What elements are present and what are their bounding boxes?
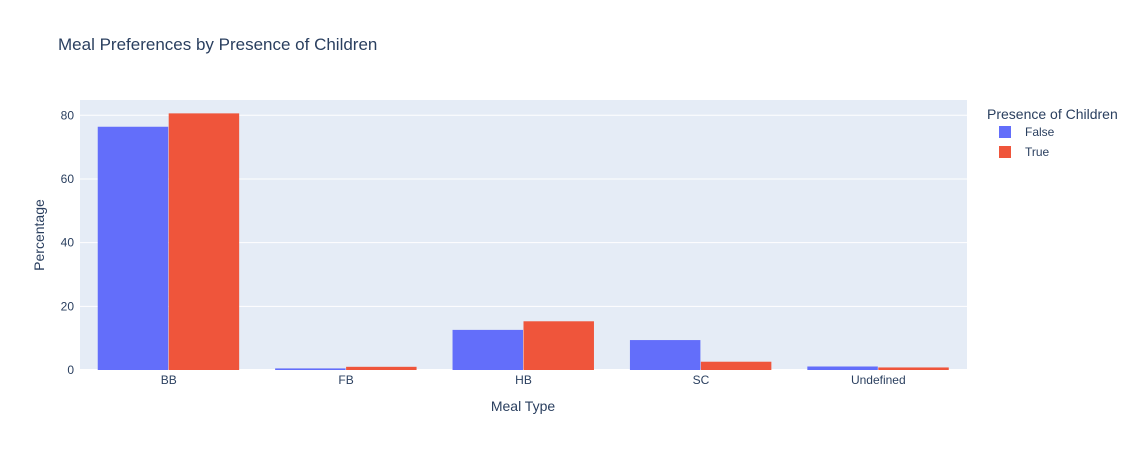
chart-title: Meal Preferences by Presence of Children: [58, 35, 377, 54]
y-tick-label: 60: [61, 172, 75, 186]
bar-undefined-true: [878, 367, 949, 370]
y-axis-title: Percentage: [31, 199, 47, 271]
x-axis-ticks: BB FB HB SC Undefined: [161, 373, 906, 387]
bar-fb-true: [346, 366, 417, 370]
y-tick-label: 40: [61, 236, 75, 250]
y-tick-label: 0: [67, 363, 74, 377]
bar-fb-false: [275, 368, 346, 370]
x-tick-label: HB: [515, 373, 532, 387]
x-tick-label: FB: [338, 373, 353, 387]
y-tick-label: 80: [61, 108, 75, 122]
legend: Presence of Children False True: [987, 106, 1118, 159]
bar-undefined-false: [807, 366, 878, 370]
y-tick-label: 20: [61, 299, 75, 313]
x-tick-label: Undefined: [851, 373, 906, 387]
bar-hb-false: [452, 329, 523, 370]
legend-label: True: [1025, 145, 1050, 159]
bar-sc-true: [700, 361, 772, 370]
y-axis-ticks: 0 20 40 60 80: [61, 108, 75, 377]
x-axis-title: Meal Type: [491, 398, 556, 414]
bar-hb-true: [523, 321, 594, 370]
legend-swatch: [999, 126, 1011, 138]
legend-item-true[interactable]: True: [999, 145, 1050, 159]
legend-label: False: [1025, 125, 1055, 139]
legend-title: Presence of Children: [987, 106, 1118, 122]
legend-item-false[interactable]: False: [999, 125, 1055, 139]
x-tick-label: SC: [693, 373, 710, 387]
bar-bb-false: [97, 126, 169, 370]
bars: [97, 113, 949, 370]
x-tick-label: BB: [161, 373, 177, 387]
legend-swatch: [999, 146, 1011, 158]
bar-bb-true: [168, 113, 240, 370]
bar-sc-false: [629, 340, 701, 370]
